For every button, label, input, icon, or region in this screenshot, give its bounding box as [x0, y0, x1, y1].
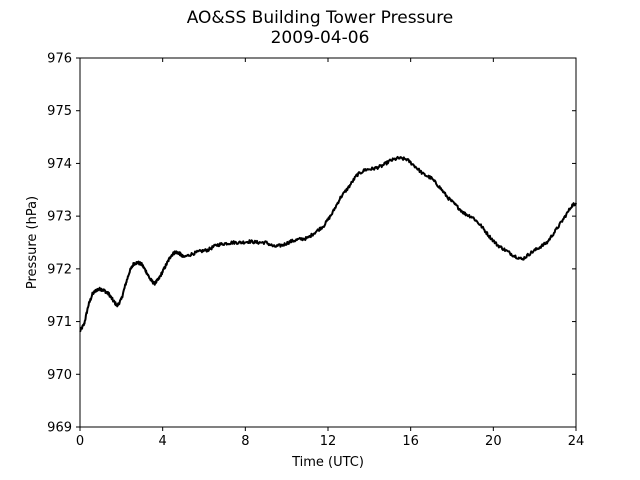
y-tick-label: 972 [47, 262, 72, 277]
x-tick-label: 0 [76, 434, 84, 449]
x-tick-label: 24 [568, 434, 585, 449]
plot-frame [79, 57, 577, 428]
x-axis-label: Time (UTC) [291, 455, 364, 470]
y-tick-label: 975 [47, 104, 72, 119]
series-line [79, 155, 577, 333]
x-tick-label: 8 [241, 434, 249, 449]
y-tick-label: 969 [47, 421, 72, 436]
x-tick-label: 20 [485, 434, 502, 449]
chart-subtitle: 2009-04-06 [270, 28, 370, 48]
y-tick-label: 974 [47, 157, 72, 172]
chart-title: AO&SS Building Tower Pressure [186, 8, 454, 28]
y-tick-label: 971 [47, 315, 72, 330]
y-tick-label: 976 [47, 52, 72, 67]
y-tick-label: 973 [47, 210, 72, 225]
x-tick-label: 4 [159, 434, 167, 449]
x-tick-label: 16 [402, 434, 419, 449]
y-axis-label: Pressure (hPa) [25, 196, 40, 289]
x-tick-label: 12 [320, 434, 337, 449]
y-tick-label: 970 [47, 368, 72, 383]
